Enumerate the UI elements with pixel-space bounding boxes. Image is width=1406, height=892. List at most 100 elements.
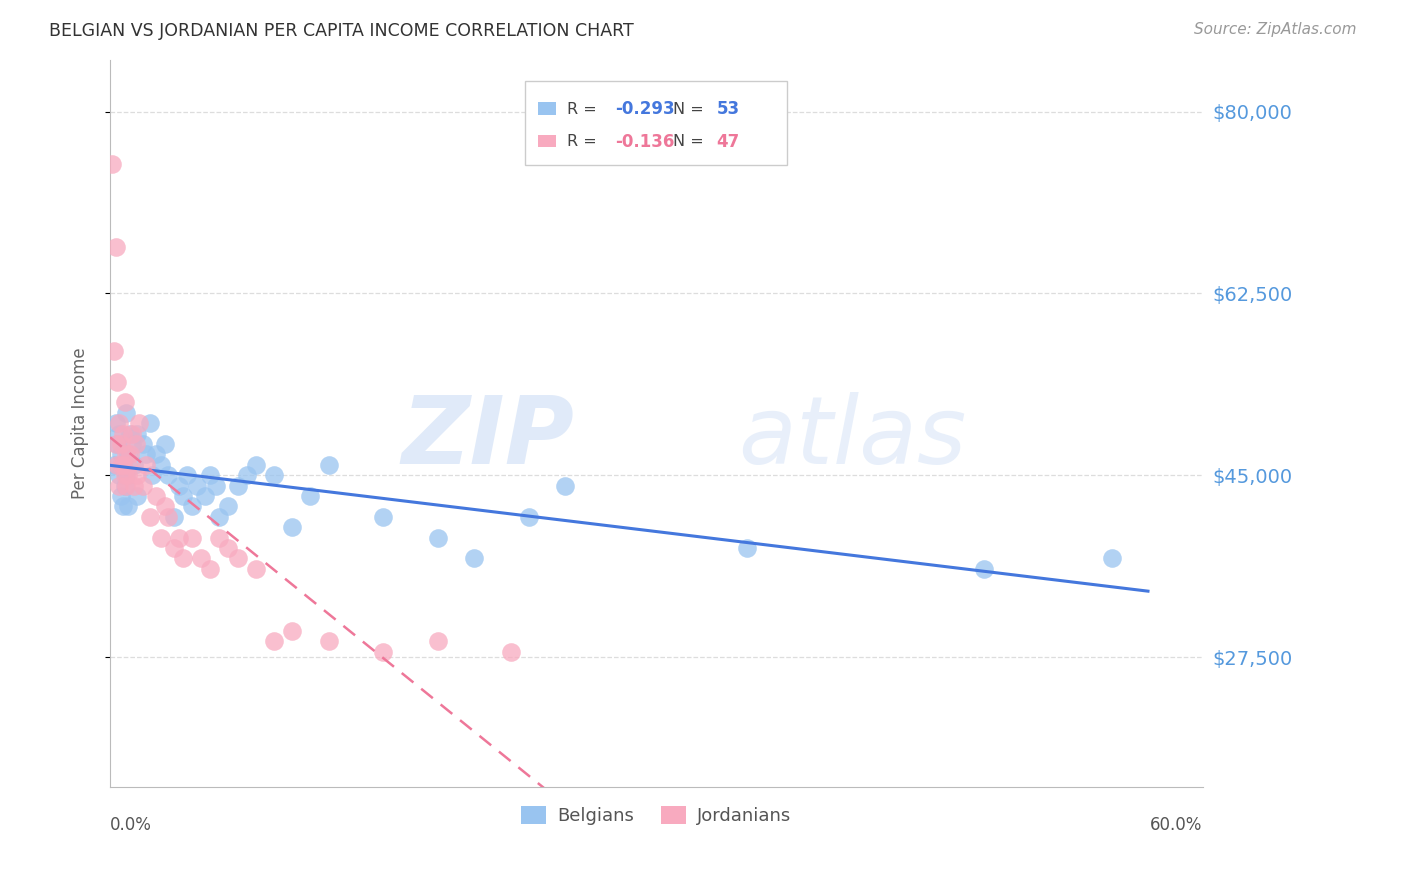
Point [111, 458, 134, 472]
Point [117, 447, 139, 461]
Point [139, 417, 162, 431]
Text: 60.0%: 60.0% [1150, 816, 1202, 834]
Point [145, 489, 167, 503]
Point [190, 551, 212, 566]
Text: atlas: atlas [738, 392, 966, 483]
Point [124, 437, 146, 451]
Point [235, 468, 257, 483]
Point [111, 426, 134, 441]
Point [101, 156, 124, 170]
Point [200, 562, 222, 576]
Point [150, 531, 173, 545]
Point [426, 634, 449, 648]
Text: N =: N = [672, 102, 709, 117]
Point [122, 478, 145, 492]
Bar [526, 81, 787, 165]
Point [263, 468, 285, 483]
Legend: Belgians, Jordanians: Belgians, Jordanians [515, 798, 799, 832]
Point [108, 468, 131, 483]
Point [111, 500, 134, 514]
Text: 47: 47 [717, 133, 740, 151]
Point [108, 417, 131, 431]
Point [208, 531, 231, 545]
Point [114, 468, 136, 483]
Point [217, 500, 239, 514]
Text: 53: 53 [717, 100, 740, 118]
Point [318, 458, 340, 472]
Text: Source: ZipAtlas.com: Source: ZipAtlas.com [1194, 22, 1357, 37]
Point [114, 478, 136, 492]
Text: -0.136: -0.136 [614, 133, 675, 151]
Point [103, 343, 125, 358]
Point [127, 468, 149, 483]
Point [263, 634, 285, 648]
Point [153, 500, 176, 514]
Point [217, 541, 239, 555]
Point [110, 447, 132, 461]
Point [105, 458, 128, 472]
Point [108, 426, 131, 441]
Point [517, 509, 540, 524]
Point [114, 395, 136, 409]
Point [181, 531, 204, 545]
Point [172, 489, 194, 503]
Point [127, 489, 149, 503]
Point [121, 426, 143, 441]
Point [139, 509, 162, 524]
Point [163, 509, 186, 524]
Point [186, 478, 208, 492]
Point [115, 406, 138, 420]
Point [226, 551, 249, 566]
Point [172, 551, 194, 566]
Point [281, 520, 304, 534]
Text: ZIP: ZIP [402, 392, 575, 483]
Point [169, 478, 191, 492]
Point [737, 541, 759, 555]
Point [176, 468, 198, 483]
Point [153, 437, 176, 451]
Point [115, 468, 138, 483]
Point [132, 437, 155, 451]
Point [104, 239, 127, 253]
Point [169, 531, 191, 545]
Point [120, 447, 142, 461]
Point [105, 437, 128, 451]
Point [132, 478, 155, 492]
Point [150, 458, 173, 472]
Point [115, 447, 138, 461]
Point [281, 624, 304, 638]
Point [1101, 551, 1123, 566]
Point [208, 509, 231, 524]
Point [373, 509, 395, 524]
Text: 0.0%: 0.0% [110, 816, 152, 834]
Point [426, 531, 449, 545]
Text: N =: N = [672, 134, 709, 149]
Point [105, 375, 128, 389]
Point [163, 541, 186, 555]
Point [973, 562, 995, 576]
Point [120, 426, 142, 441]
Point [104, 437, 127, 451]
Point [318, 634, 340, 648]
Point [103, 458, 125, 472]
Point [135, 458, 157, 472]
Point [157, 468, 180, 483]
Point [110, 458, 132, 472]
Point [104, 417, 127, 431]
Point [499, 645, 522, 659]
Point [117, 458, 139, 472]
Point [110, 437, 132, 451]
Point [200, 468, 222, 483]
Bar [538, 135, 555, 147]
Point [226, 478, 249, 492]
Point [554, 478, 576, 492]
Point [145, 447, 167, 461]
Text: -0.293: -0.293 [614, 100, 675, 118]
Point [108, 478, 131, 492]
Text: R =: R = [567, 134, 602, 149]
Point [110, 489, 132, 503]
Y-axis label: Per Capita Income: Per Capita Income [72, 348, 89, 500]
Point [141, 468, 163, 483]
Point [127, 426, 149, 441]
Point [194, 489, 217, 503]
